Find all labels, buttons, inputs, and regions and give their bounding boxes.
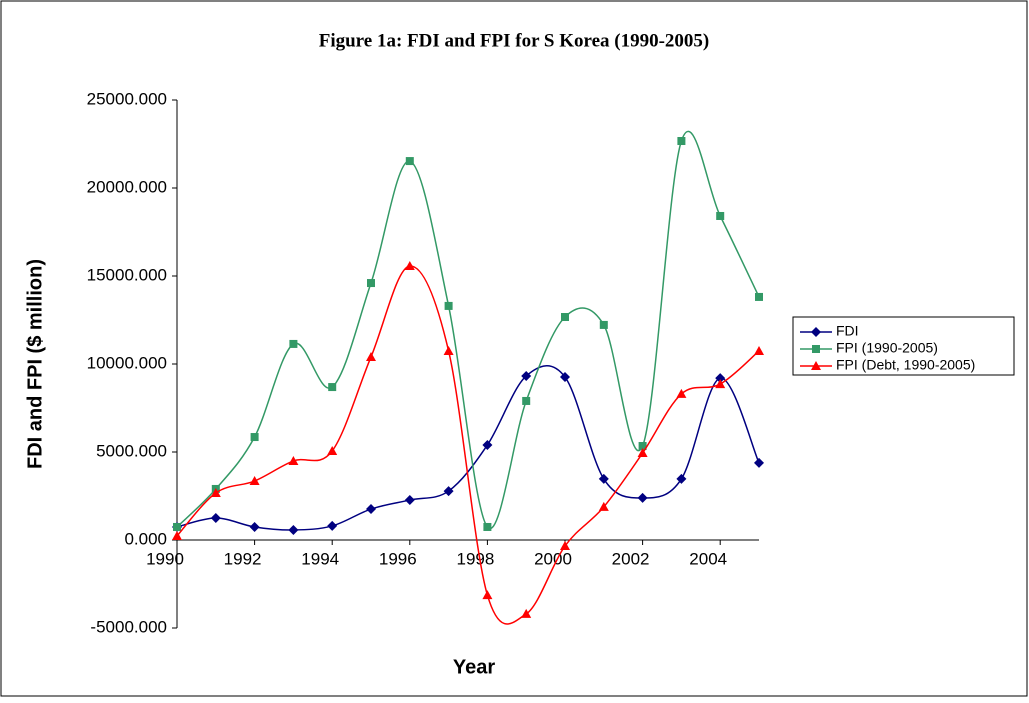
y-axis-title: FDI and FPI ($ million): [24, 259, 46, 469]
marker: [405, 157, 414, 166]
legend-marker: [811, 361, 821, 370]
marker: [366, 504, 376, 515]
marker: [404, 495, 415, 506]
marker: [328, 383, 337, 392]
marker: [716, 211, 725, 220]
y-tick-label: -5000.000: [90, 617, 167, 636]
x-tick-label: 2004: [689, 549, 727, 568]
y-tick-label: 20000.000: [87, 177, 167, 196]
marker: [482, 439, 493, 450]
marker: [677, 137, 686, 146]
x-tick-label: 1998: [456, 549, 494, 568]
marker: [560, 540, 570, 550]
marker: [249, 476, 260, 486]
chart-title: Figure 1a: FDI and FPI for S Korea (1990…: [319, 30, 710, 51]
y-tick-label: 25000.000: [87, 89, 167, 108]
marker: [210, 513, 221, 523]
marker: [561, 313, 569, 322]
x-tick-label: 1992: [224, 549, 262, 568]
marker: [598, 501, 609, 511]
y-tick-label: 15000.000: [87, 265, 167, 284]
marker: [443, 486, 454, 497]
marker: [173, 522, 181, 531]
marker: [444, 301, 453, 310]
y-tick-label: 0.000: [124, 529, 167, 548]
marker: [172, 530, 182, 540]
marker: [637, 448, 648, 458]
marker: [327, 445, 338, 455]
marker: [560, 372, 570, 383]
marker: [637, 492, 648, 503]
y-tick-label: 10000.000: [87, 353, 167, 372]
legend-label: FPI (Debt, 1990-2005): [836, 357, 975, 373]
marker: [676, 388, 687, 398]
marker: [521, 608, 532, 618]
legend-marker: [811, 327, 821, 337]
marker: [289, 339, 298, 348]
x-tick-label: 1996: [379, 549, 417, 568]
legend-marker: [812, 345, 820, 353]
y-tick-label: 5000.000: [96, 441, 167, 460]
marker: [249, 521, 260, 532]
marker: [288, 455, 299, 465]
x-axis-title: Year: [453, 656, 495, 678]
marker: [715, 379, 726, 389]
marker: [676, 473, 687, 484]
x-tick-label: 2002: [612, 549, 650, 568]
marker: [443, 345, 454, 355]
marker: [638, 442, 647, 451]
x-tick-label: 1990: [146, 549, 184, 568]
marker: [288, 524, 299, 535]
marker: [598, 473, 609, 484]
marker: [715, 373, 726, 384]
marker: [755, 292, 763, 301]
legend-label: FPI (1990-2005): [836, 340, 938, 356]
x-tick-label: 2000: [534, 549, 572, 568]
marker: [754, 345, 764, 355]
marker: [521, 370, 532, 381]
marker: [327, 520, 338, 531]
marker: [482, 590, 493, 600]
marker: [210, 488, 221, 498]
marker: [404, 260, 415, 270]
marker: [599, 320, 608, 329]
marker: [366, 351, 376, 361]
marker: [522, 396, 531, 405]
marker: [367, 279, 375, 288]
marker: [250, 433, 259, 442]
marker: [754, 457, 764, 468]
legend-label: FDI: [836, 323, 859, 339]
marker: [483, 522, 492, 531]
x-tick-label: 1994: [301, 549, 339, 568]
